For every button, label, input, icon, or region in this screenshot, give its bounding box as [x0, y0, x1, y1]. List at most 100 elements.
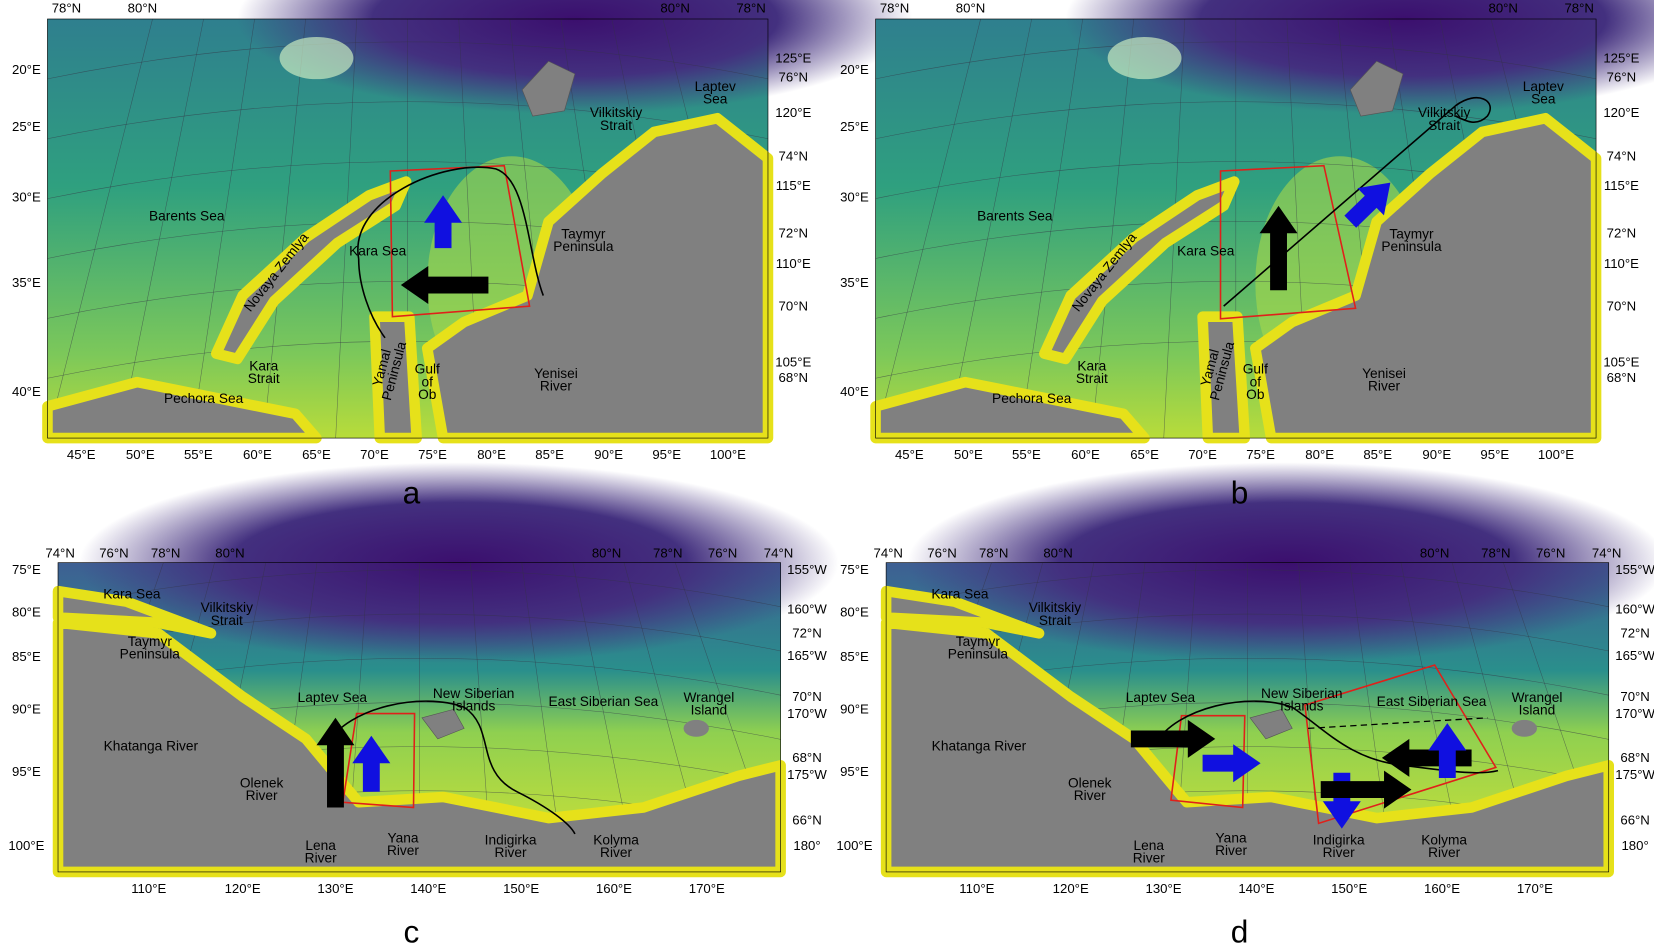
- lon-label: 160°E: [595, 881, 632, 897]
- coord-label: 76°N: [778, 69, 809, 85]
- lon-label: 75°E: [418, 447, 447, 463]
- coord-label: 70°N: [1620, 689, 1650, 705]
- lon-label: 20°E: [11, 62, 41, 78]
- coord-label: 110°E: [1603, 256, 1639, 272]
- coord-label: 110°E: [775, 256, 811, 272]
- lon-label: 70°E: [360, 447, 389, 463]
- lon-label: 50°E: [954, 447, 983, 463]
- lon-label: 80°E: [840, 604, 869, 620]
- franz-josef: [1107, 36, 1182, 80]
- study-box: [1170, 714, 1246, 809]
- coord-label: 120°E: [1603, 105, 1640, 121]
- coord-label: 76°N: [1606, 69, 1637, 85]
- lat-label: 78°N: [1564, 1, 1594, 16]
- place-name: Kara Sea: [349, 242, 407, 259]
- lon-label: 120°E: [224, 881, 261, 897]
- place-name: Laptev Sea: [694, 78, 736, 107]
- coord-label: 72°N: [778, 225, 809, 241]
- arrow: [352, 735, 391, 792]
- coord-label: 68°N: [778, 370, 809, 386]
- lat-label: 78°N: [879, 1, 910, 16]
- coord-label: 70°N: [778, 298, 809, 314]
- coord-label: 175°W: [1615, 767, 1654, 783]
- place-name: Lena River: [1132, 837, 1165, 866]
- place-name: Pechora Sea: [992, 390, 1072, 407]
- lon-label: 130°E: [317, 881, 354, 897]
- coord-label: 180°: [1621, 838, 1649, 853]
- place-name: Barents Sea: [977, 207, 1053, 224]
- lon-label: 50°E: [125, 447, 155, 463]
- panel-letter: b: [1230, 476, 1249, 511]
- lon-label: 85°E: [535, 447, 564, 463]
- lat-label: 76°N: [927, 545, 957, 561]
- place-name: Olenek River: [1067, 774, 1112, 804]
- place-name: Kara Sea: [103, 585, 161, 602]
- place-name: Indigirka River: [484, 831, 537, 861]
- coord-label: 160°W: [787, 601, 827, 617]
- lon-label: 100°E: [8, 838, 45, 853]
- place-name: Taymyr Peninsula: [1381, 225, 1442, 255]
- place-name: Wrangel Island: [683, 689, 735, 718]
- place-name: Laptev Sea: [297, 689, 367, 706]
- coord-label: 125°E: [1603, 50, 1640, 66]
- place-name: Wrangel Island: [1511, 689, 1563, 718]
- place-name: Laptev Sea: [1125, 689, 1196, 706]
- lon-label: 100°E: [836, 838, 873, 853]
- lat-label: 74°N: [45, 545, 75, 561]
- new-siberian-islands: [421, 708, 465, 740]
- lat-label: 80°N: [591, 545, 622, 561]
- track-dashed: [1308, 717, 1488, 729]
- lon-label: 95°E: [1480, 447, 1510, 463]
- coord-label: 105°E: [775, 354, 812, 370]
- lat-label: 80°N: [1043, 545, 1073, 561]
- lon-label: 120°E: [1052, 881, 1089, 897]
- place-name: Yenisei River: [534, 365, 578, 394]
- lon-label: 25°E: [840, 119, 869, 135]
- place-name: Khatanga River: [103, 737, 199, 754]
- place-name: Yana River: [386, 829, 419, 859]
- panel-letter: d: [1230, 915, 1249, 950]
- lon-label: 90°E: [1422, 447, 1452, 463]
- graticule: [47, 18, 153, 439]
- place-name: East Siberian Sea: [548, 693, 659, 710]
- arrow: [1202, 744, 1261, 783]
- lat-label: 78°N: [653, 545, 683, 561]
- coord-label: 68°N: [1606, 370, 1637, 386]
- place-name: Kara Strait: [1075, 357, 1108, 387]
- lon-label: 25°E: [11, 119, 41, 135]
- lat-label: 74°N: [873, 545, 903, 561]
- arrow: [1130, 719, 1216, 758]
- arrow: [1381, 738, 1472, 777]
- panel-letter: c: [403, 915, 420, 950]
- place-name: Laptev Sea: [1522, 78, 1564, 107]
- coord-label: 160°W: [1615, 601, 1654, 617]
- lon-label: 90°E: [11, 701, 41, 717]
- graticule: [1019, 18, 1083, 439]
- coord-label: 66°N: [792, 812, 822, 828]
- lat-label: 80°N: [1419, 545, 1450, 561]
- coord-label: 74°N: [1606, 148, 1637, 164]
- lon-label: 80°E: [477, 447, 506, 463]
- place-name: Yana River: [1215, 829, 1248, 859]
- frame: [57, 562, 781, 873]
- coord-label: 170°W: [1615, 706, 1654, 721]
- place-name: New Siberian Islands: [432, 685, 515, 714]
- lon-label: 95°E: [652, 447, 682, 463]
- lon-label: 170°E: [688, 881, 725, 897]
- coord-label: 125°E: [775, 50, 812, 66]
- place-name: Vilkitskiy Strait: [589, 104, 643, 134]
- lon-label: 75°E: [840, 562, 869, 578]
- frame: [47, 18, 769, 439]
- lon-label: 140°E: [410, 881, 447, 897]
- lon-label: 40°E: [840, 384, 869, 400]
- lat-label: 78°N: [736, 1, 766, 16]
- place-name: Vilkitskiy Strait: [1417, 104, 1471, 134]
- lat-label: 80°N: [660, 1, 690, 16]
- lat-label: 74°N: [1591, 545, 1622, 561]
- lat-label: 78°N: [51, 1, 82, 16]
- coord-label: 115°E: [775, 178, 811, 194]
- lon-label: 80°E: [11, 604, 41, 620]
- franz-josef: [279, 36, 354, 80]
- coord-label: 74°N: [778, 148, 809, 164]
- new-siberian-islands: [1249, 708, 1293, 740]
